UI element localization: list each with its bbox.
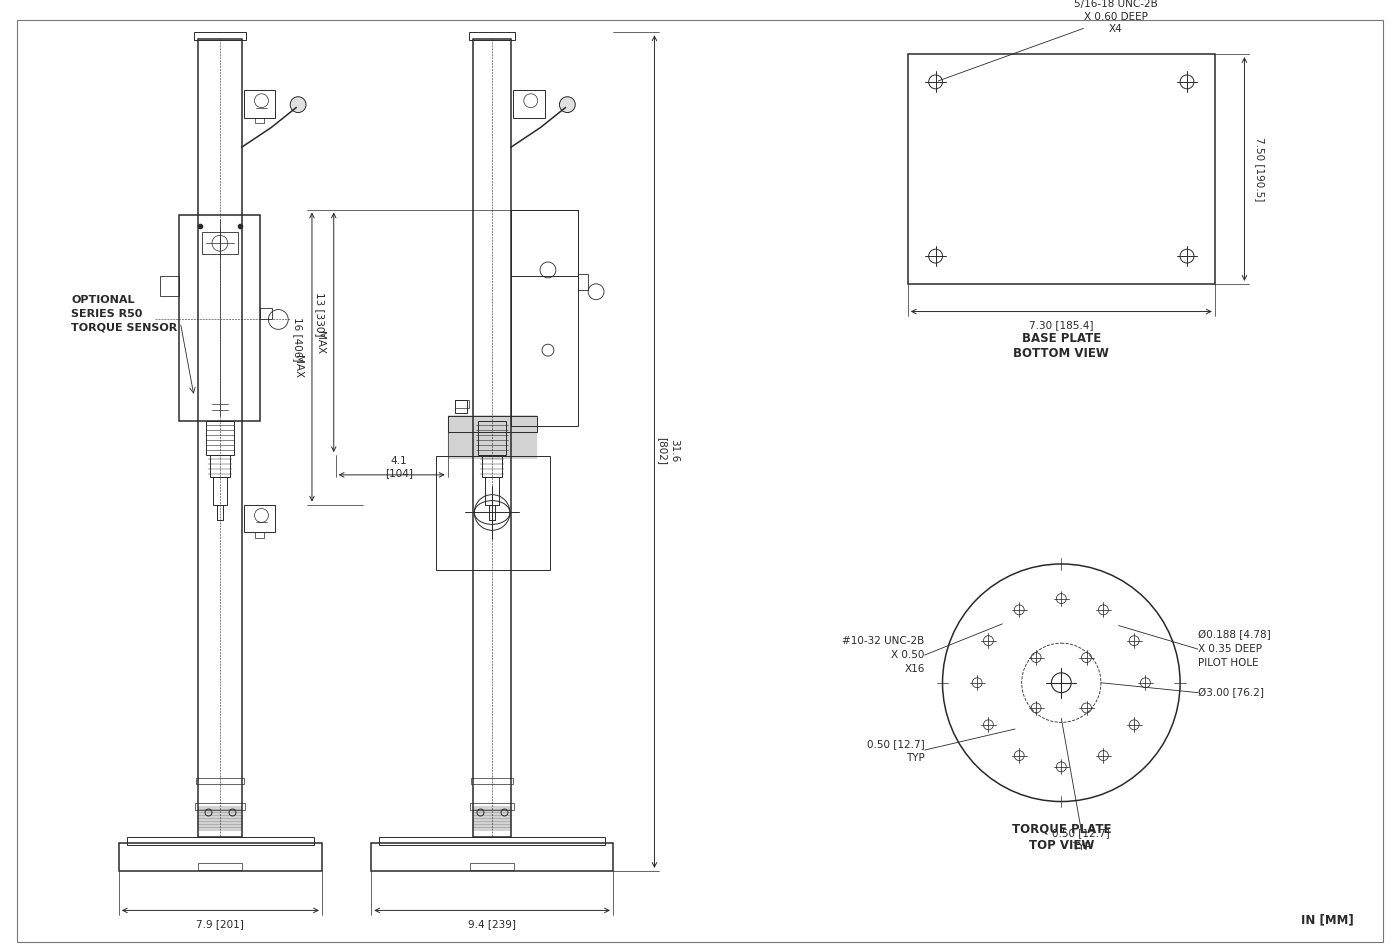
Bar xyxy=(196,778,244,783)
Bar xyxy=(379,837,605,845)
Bar xyxy=(473,39,511,837)
Text: #10-32 UNC-2B: #10-32 UNC-2B xyxy=(843,636,925,646)
Text: TORQUE PLATE: TORQUE PLATE xyxy=(1012,823,1112,836)
Text: MAX: MAX xyxy=(293,355,304,379)
Text: 4.1: 4.1 xyxy=(391,456,407,466)
Text: IN [MM]: IN [MM] xyxy=(1301,914,1354,927)
Text: 9.4 [239]: 9.4 [239] xyxy=(468,920,517,929)
Bar xyxy=(470,803,514,810)
Bar xyxy=(470,863,514,870)
Text: X16: X16 xyxy=(904,664,925,674)
Text: TOP VIEW: TOP VIEW xyxy=(1029,839,1093,852)
Bar xyxy=(260,307,273,320)
Bar xyxy=(127,837,314,845)
Bar xyxy=(199,39,242,837)
Bar xyxy=(119,843,322,871)
Text: 7.30 [185.4]: 7.30 [185.4] xyxy=(1029,321,1093,330)
Text: MAX: MAX xyxy=(315,330,325,354)
Bar xyxy=(512,89,545,117)
Bar xyxy=(199,863,242,870)
Text: 13 [330]: 13 [330] xyxy=(315,292,325,337)
Bar xyxy=(371,843,613,871)
Text: 16 [406]: 16 [406] xyxy=(293,317,304,362)
Text: 7.50 [190.5]: 7.50 [190.5] xyxy=(1256,137,1266,201)
Bar xyxy=(244,505,276,532)
Bar xyxy=(179,214,260,422)
Bar xyxy=(255,532,265,538)
Text: PILOT HOLE: PILOT HOLE xyxy=(1198,658,1259,668)
Bar xyxy=(206,422,234,455)
Bar xyxy=(578,274,588,289)
Text: Ø0.188 [4.78]: Ø0.188 [4.78] xyxy=(1198,630,1271,641)
Bar xyxy=(472,778,512,783)
Bar xyxy=(907,54,1215,284)
Bar xyxy=(511,209,578,426)
Text: 31.6
[802]: 31.6 [802] xyxy=(658,437,679,466)
Bar xyxy=(455,400,469,407)
Text: 7.9 [201]: 7.9 [201] xyxy=(196,920,244,929)
Text: 0.50 [12.7]: 0.50 [12.7] xyxy=(1053,828,1110,838)
Bar xyxy=(511,209,578,276)
Text: X 0.60 DEEP: X 0.60 DEEP xyxy=(1084,11,1148,22)
Text: TORQUE SENSOR: TORQUE SENSOR xyxy=(71,323,178,332)
Bar xyxy=(195,803,245,810)
Bar xyxy=(255,117,265,124)
Text: OPTIONAL: OPTIONAL xyxy=(71,295,134,305)
Text: X 0.50: X 0.50 xyxy=(892,650,925,660)
Text: BOTTOM VIEW: BOTTOM VIEW xyxy=(1014,347,1109,360)
Bar xyxy=(244,89,276,117)
Text: BASE PLATE: BASE PLATE xyxy=(1022,331,1100,345)
Bar xyxy=(486,477,498,505)
Bar xyxy=(469,32,515,40)
Bar xyxy=(210,455,230,477)
Bar xyxy=(479,422,505,455)
Bar xyxy=(435,456,550,570)
Bar xyxy=(160,276,179,296)
Bar xyxy=(195,32,245,40)
Bar xyxy=(455,400,468,413)
Text: TYP: TYP xyxy=(1072,843,1091,852)
Text: 0.50 [12.7]: 0.50 [12.7] xyxy=(867,739,925,749)
Text: X 0.35 DEEP: X 0.35 DEEP xyxy=(1198,645,1261,654)
Text: X4: X4 xyxy=(1109,25,1123,34)
Bar xyxy=(448,416,536,432)
Text: 5/16-18 UNC-2B: 5/16-18 UNC-2B xyxy=(1074,0,1158,9)
Bar xyxy=(482,455,503,477)
Circle shape xyxy=(290,97,307,112)
Text: [104]: [104] xyxy=(385,467,413,478)
Text: Ø3.00 [76.2]: Ø3.00 [76.2] xyxy=(1198,687,1264,698)
Bar xyxy=(202,232,238,254)
Text: TYP: TYP xyxy=(906,753,925,763)
Text: SERIES R50: SERIES R50 xyxy=(71,308,143,319)
Circle shape xyxy=(560,97,575,112)
Bar xyxy=(213,477,227,505)
